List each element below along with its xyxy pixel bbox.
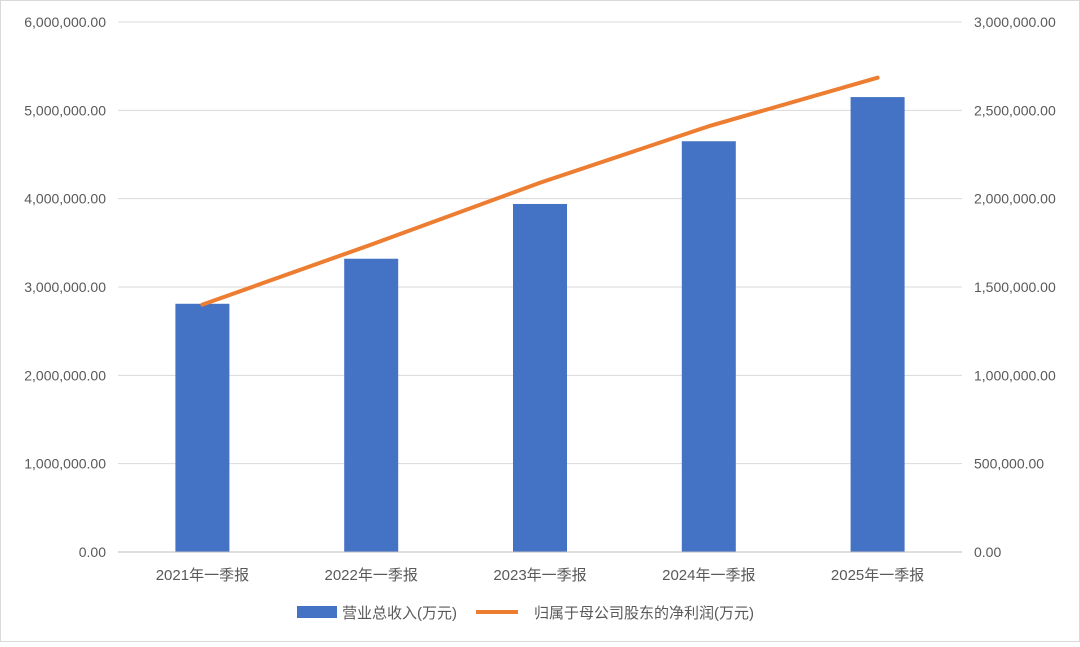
left-y-tick-label: 1,000,000.00 [24, 456, 106, 472]
bar-revenue [681, 141, 736, 552]
bar-series-revenue [175, 97, 905, 552]
legend: 营业总收入(万元) 归属于母公司股东的净利润(万元) [297, 605, 754, 622]
x-tick-label: 2021年一季报 [156, 567, 249, 584]
line-series-net-profit [200, 75, 880, 307]
bar-revenue [513, 203, 567, 552]
bar-revenue [850, 97, 905, 552]
right-y-tick-label: 1,500,000.00 [974, 279, 1056, 295]
x-tick-label: 2023年一季报 [493, 567, 586, 584]
right-y-tick-label: 2,500,000.00 [974, 102, 1056, 118]
bar-revenue [344, 258, 399, 552]
line-point-net-profit [876, 76, 880, 80]
left-y-tick-label: 5,000,000.00 [24, 102, 106, 118]
line-point-net-profit [707, 124, 711, 128]
x-tick-label: 2025年一季报 [831, 567, 924, 584]
line-point-net-profit [538, 181, 542, 185]
right-y-tick-label: 2,000,000.00 [974, 191, 1056, 207]
legend-label-net-profit: 归属于母公司股东的净利润(万元) [534, 605, 754, 622]
left-y-tick-label: 2,000,000.00 [24, 367, 106, 383]
right-y-tick-label: 0.00 [974, 544, 1001, 560]
left-y-axis: 0.00 1,000,000.00 2,000,000.00 3,000,000.00… [24, 14, 106, 560]
left-y-tick-label: 3,000,000.00 [24, 279, 106, 295]
line-point-net-profit [200, 303, 204, 307]
right-y-tick-label: 500,000.00 [974, 456, 1044, 472]
line-point-net-profit [369, 243, 373, 247]
bar-revenue [175, 303, 230, 552]
x-tick-label: 2024年一季报 [662, 567, 755, 584]
left-y-tick-label: 0.00 [79, 544, 106, 560]
right-y-axis: 0.00 500,000.00 1,000,000.00 1,500,000.00 2,… [974, 14, 1056, 560]
left-y-tick-label: 6,000,000.00 [24, 14, 106, 30]
x-axis: 2021年一季报 2022年一季报 2023年一季报 2024年一季报 2025年一季报 [118, 551, 962, 584]
x-tick-label: 2022年一季报 [325, 567, 418, 584]
legend-label-revenue: 营业总收入(万元) [342, 605, 457, 622]
left-y-tick-label: 4,000,000.00 [24, 191, 106, 207]
right-y-tick-label: 1,000,000.00 [974, 367, 1056, 383]
legend-swatch-revenue [297, 606, 337, 618]
right-y-tick-label: 3,000,000.00 [974, 14, 1056, 30]
